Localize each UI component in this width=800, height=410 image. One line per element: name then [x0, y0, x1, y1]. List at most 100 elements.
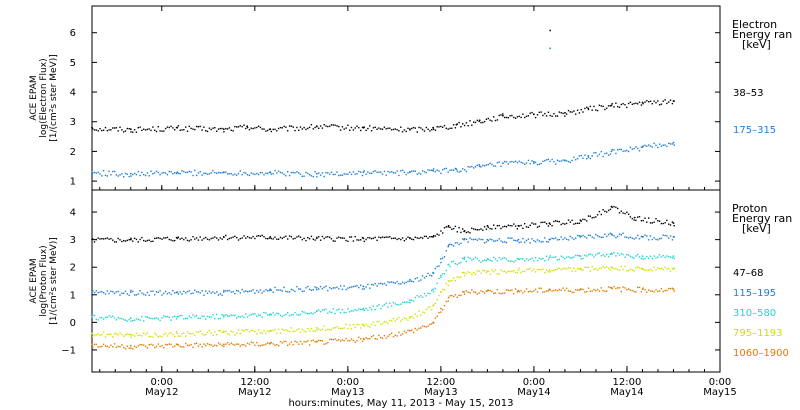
proton-point	[203, 315, 205, 318]
electron-point	[449, 169, 451, 171]
electron-point	[334, 173, 336, 176]
proton-point	[401, 237, 404, 239]
proton-point	[256, 289, 258, 292]
proton-data-point	[91, 238, 93, 241]
proton-point	[245, 237, 247, 239]
electron-point	[199, 171, 201, 173]
proton-point	[267, 342, 269, 344]
proton-point	[385, 236, 387, 238]
proton-point	[544, 237, 546, 239]
proton-point	[360, 338, 362, 340]
electron-point	[582, 157, 584, 159]
electron-point	[185, 171, 187, 174]
electron-point	[617, 105, 619, 108]
proton-data-point	[315, 327, 318, 329]
proton-point	[474, 238, 477, 240]
proton-data-point	[579, 288, 582, 291]
electron-point	[205, 172, 207, 174]
proton-point	[482, 238, 484, 241]
electron-point	[329, 173, 331, 175]
proton-point	[553, 289, 555, 292]
proton-point	[502, 241, 504, 243]
electron-point	[272, 173, 274, 175]
proton-point	[462, 290, 464, 293]
electron-point	[327, 172, 329, 174]
electron-point	[500, 114, 502, 116]
proton-point	[525, 288, 528, 290]
electron-point	[627, 150, 630, 153]
proton-point	[403, 301, 406, 303]
electron-point	[237, 126, 240, 128]
electron-point	[155, 170, 158, 172]
proton-point	[387, 236, 389, 238]
proton-point	[540, 241, 542, 243]
electron-point	[181, 170, 183, 172]
proton-point	[265, 237, 267, 240]
electron-point	[374, 126, 376, 128]
electron-point	[531, 111, 533, 114]
proton-point	[208, 316, 211, 318]
proton-data-point	[409, 280, 411, 282]
proton-point	[194, 343, 196, 345]
electron-point	[110, 174, 112, 176]
proton-point	[110, 333, 112, 335]
proton-point	[451, 280, 453, 282]
proton-point	[383, 320, 386, 323]
electron-point	[556, 115, 559, 117]
proton-point	[246, 291, 249, 293]
electron-point	[447, 128, 449, 130]
proton-point	[536, 259, 539, 262]
proton-point	[516, 228, 519, 230]
proton-point	[533, 240, 535, 242]
electron-data-point	[502, 162, 504, 165]
proton-point	[423, 292, 426, 295]
proton-point	[666, 255, 668, 257]
proton-point	[427, 272, 429, 275]
electron-point	[376, 128, 378, 130]
proton-point	[390, 305, 393, 307]
electron-series-38-53	[91, 99, 675, 133]
proton-point	[292, 313, 294, 316]
electron-data-point	[587, 155, 590, 157]
proton-point	[285, 340, 287, 343]
proton-point	[312, 238, 314, 240]
proton-point	[602, 254, 604, 256]
proton-point	[403, 282, 406, 285]
electron-point	[119, 126, 121, 128]
proton-point	[277, 289, 280, 291]
proton-point	[666, 219, 668, 222]
proton-point	[595, 254, 597, 256]
proton-point	[341, 237, 344, 239]
electron-point	[418, 126, 420, 129]
electron-point	[662, 100, 664, 102]
electron-point	[669, 143, 672, 145]
electron-point	[633, 147, 635, 150]
electron-point	[436, 169, 438, 171]
proton-point	[445, 250, 447, 252]
proton-point	[101, 316, 103, 319]
proton-point	[183, 238, 185, 241]
proton-point	[146, 316, 149, 318]
electron-point	[527, 115, 530, 117]
electron-point	[462, 168, 464, 170]
proton-point	[638, 216, 641, 218]
electron-point	[456, 170, 458, 172]
electron-point	[135, 173, 138, 176]
proton-point	[123, 335, 125, 337]
proton-point	[556, 239, 559, 241]
proton-point	[159, 335, 161, 337]
proton-point	[560, 223, 562, 226]
proton-point	[301, 310, 303, 313]
proton-point	[525, 268, 528, 271]
proton-point	[352, 310, 355, 312]
proton-point	[378, 320, 380, 323]
electron-point	[288, 174, 291, 177]
electron-point	[584, 107, 586, 110]
proton-point	[653, 291, 655, 293]
proton-point	[157, 318, 159, 320]
proton-point	[361, 308, 364, 311]
electron-point	[102, 170, 105, 172]
proton-point	[469, 271, 471, 274]
proton-point	[199, 317, 201, 319]
electron-point	[629, 101, 632, 103]
